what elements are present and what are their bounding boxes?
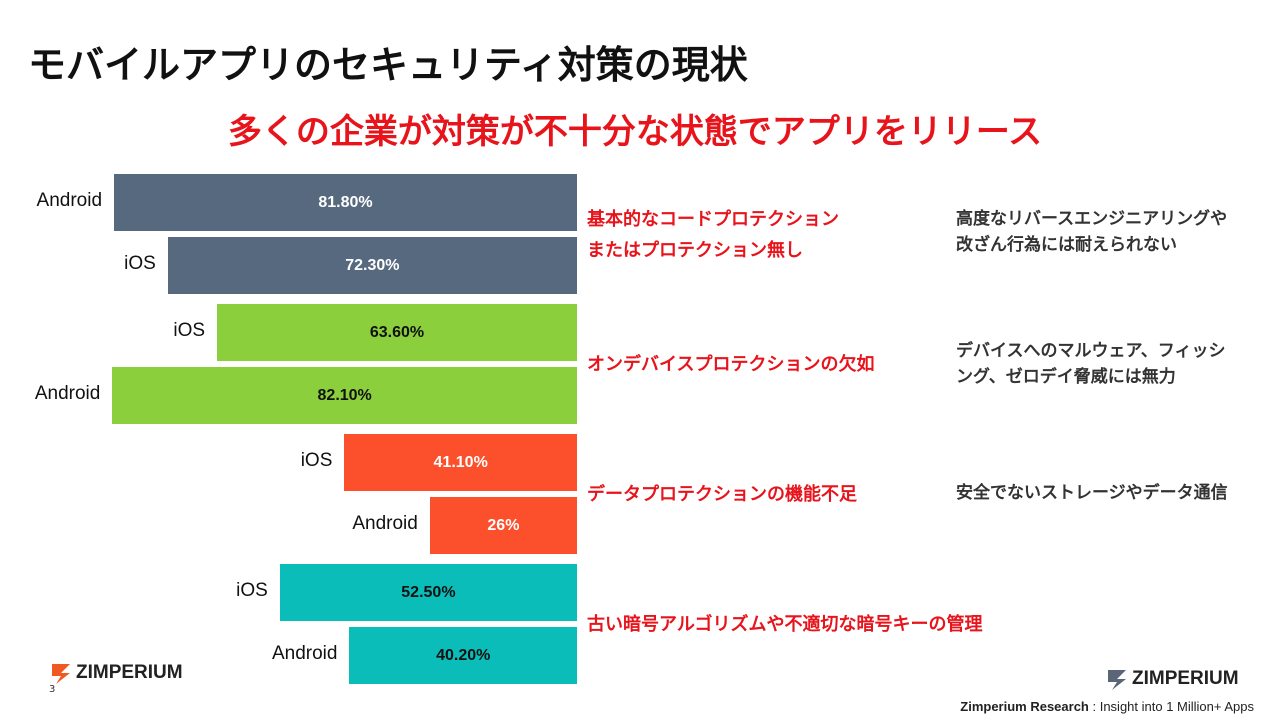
data-label: 63.60% [369, 323, 425, 341]
bar-android: 82.10% [112, 367, 577, 424]
logo-text: ZIMPERIUM [76, 662, 183, 683]
category-label: データプロテクションの機能不足 [587, 484, 857, 505]
data-label: 26% [487, 516, 520, 534]
platform-label: iOS [173, 320, 206, 341]
platform-label: iOS [236, 580, 268, 601]
bar-ios: 72.30% [167, 237, 577, 294]
category-label: 基本的なコードプロテクション またはプロテクション無し [587, 209, 839, 261]
bar-android: 26% [429, 497, 577, 554]
zimperium-logo-right: ZIMPERIUM [1106, 668, 1239, 690]
category-description: 安全でないストレージやデータ通信 [956, 483, 1228, 503]
data-label: 82.10% [317, 386, 372, 404]
zimperium-logo-left: ZIMPERIUM [50, 662, 183, 684]
platform-label: iOS [300, 450, 333, 471]
platform-label: Android [36, 190, 103, 211]
data-label: 40.20% [436, 646, 491, 664]
bar-android: 81.80% [114, 174, 577, 231]
logo-text: ZIMPERIUM [1132, 668, 1239, 689]
slide-title: モバイルアプリのセキュリティ対策の現状 [28, 43, 748, 87]
zimperium-z-icon [52, 664, 70, 684]
platform-label: Android [271, 643, 338, 664]
page-number: 3 [49, 684, 56, 695]
source-rest: : Insight into 1 Million+ Apps [1088, 699, 1254, 714]
category-label: 古い暗号アルゴリズムや不適切な暗号キーの管理 [587, 614, 983, 635]
category-description: デバイスへのマルウェア、フィッシ ング、ゼロデイ脅威には無力 [956, 341, 1226, 387]
source-bold: Zimperium Research [960, 699, 1089, 714]
data-label: 52.50% [401, 583, 456, 601]
source-note: Zimperium Research : Insight into 1 Mill… [960, 699, 1254, 714]
platform-label: Android [352, 513, 418, 534]
slide-subtitle: 多くの企業が対策が不十分な状態でアプリをリリース [227, 112, 1043, 152]
data-label: 81.80% [318, 193, 373, 211]
category-description: 高度なリバースエンジニアリングや 改ざん行為には耐えられない [956, 209, 1228, 255]
category-label: オンデバイスプロテクションの欠如 [587, 354, 875, 375]
zimperium-z-icon [1108, 670, 1126, 690]
platform-label: Android [34, 383, 101, 404]
data-label: 72.30% [345, 256, 400, 274]
bar-ios: 52.50% [279, 564, 577, 621]
data-label: 41.10% [433, 453, 488, 471]
bar-ios: 63.60% [217, 304, 577, 361]
bar-android: 40.20% [349, 627, 577, 684]
bar-ios: 41.10% [344, 434, 577, 491]
platform-label: iOS [124, 253, 156, 274]
